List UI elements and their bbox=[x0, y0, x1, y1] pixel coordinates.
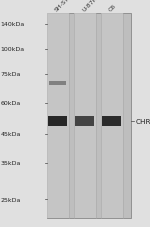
Bar bbox=[47, 14, 69, 218]
Text: SH-SY5Y: SH-SY5Y bbox=[54, 0, 76, 12]
Text: 100kDa: 100kDa bbox=[1, 47, 25, 52]
Text: C6: C6 bbox=[108, 3, 118, 12]
Bar bbox=[48, 116, 67, 127]
Text: 75kDa: 75kDa bbox=[1, 72, 21, 77]
Bar bbox=[102, 116, 121, 127]
Text: U-87MG: U-87MG bbox=[81, 0, 102, 12]
Bar bbox=[75, 116, 94, 127]
Text: 60kDa: 60kDa bbox=[1, 101, 21, 106]
Text: 140kDa: 140kDa bbox=[1, 22, 25, 27]
Bar bbox=[101, 14, 123, 218]
Bar bbox=[74, 14, 96, 218]
Text: 25kDa: 25kDa bbox=[1, 197, 21, 202]
Text: CHRM1: CHRM1 bbox=[136, 118, 150, 124]
Bar bbox=[49, 81, 66, 86]
Text: 35kDa: 35kDa bbox=[1, 160, 21, 165]
Bar bbox=[47, 14, 131, 218]
Text: 45kDa: 45kDa bbox=[1, 132, 21, 137]
